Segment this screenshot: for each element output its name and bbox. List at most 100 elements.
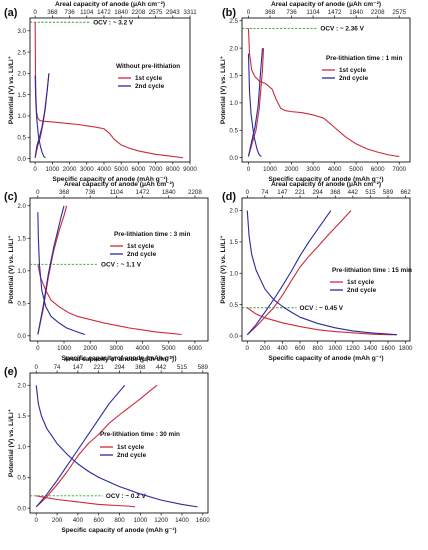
x-tick-label: 3000 <box>109 345 123 352</box>
cycle1-line <box>35 384 158 508</box>
x-tick-label: 1200 <box>154 517 168 524</box>
top-tick-label: 147 <box>277 189 288 196</box>
top-tick-label: 368 <box>330 189 341 196</box>
x-tick-label: 6000 <box>132 166 146 173</box>
x-tick-label: 1000 <box>263 166 277 173</box>
x-tick-label: 2000 <box>285 166 299 173</box>
top-axis-label: Areal capacity of anode (μAh cm⁻²) <box>271 1 381 8</box>
legend-label: 1st cycle <box>127 243 154 250</box>
top-tick-label: 368 <box>265 9 276 16</box>
x-tick-label: 600 <box>94 517 105 524</box>
y-tick-label: 0.0 <box>17 156 26 163</box>
x-tick-label: 6000 <box>371 166 385 173</box>
top-axis-label: Areal capacity of anode (μAh cm⁻²) <box>271 181 381 188</box>
legend-label: 2nd cycle <box>347 287 377 294</box>
plot-frame <box>241 197 411 342</box>
plot-frame <box>29 197 209 342</box>
legend-label: 2nd cycle <box>117 452 147 459</box>
x-tick-label: 200 <box>260 345 271 352</box>
x-tick-label: 1400 <box>364 345 378 352</box>
x-tick-label: 5000 <box>162 345 176 352</box>
top-tick-label: 368 <box>135 364 146 371</box>
y-axis-label: Potential (V) vs. Li/Li⁺ <box>8 235 15 304</box>
top-tick-label: 294 <box>312 189 323 196</box>
top-axis-label: Areal capacity of anode (μAh cm⁻²) <box>55 1 165 8</box>
ocv-label: OCV : ~ 0.2 V <box>106 493 147 500</box>
y-tick-label: 0.0 <box>17 505 26 512</box>
cycle2-line <box>246 210 397 336</box>
top-tick-label: 2575 <box>149 9 163 16</box>
x-tick-label: 1600 <box>196 517 210 524</box>
y-tick-label: 1.0 <box>17 268 26 275</box>
top-tick-label: 3311 <box>183 9 197 16</box>
y-tick-label: 1.0 <box>17 113 26 120</box>
top-tick-label: 1104 <box>110 189 124 196</box>
top-tick-label: 736 <box>85 189 96 196</box>
cycle2-line <box>247 53 262 157</box>
y-tick-label: 0.0 <box>229 155 238 162</box>
series-group <box>35 384 198 508</box>
panel-letter: (e) <box>4 366 18 378</box>
x-tick-label: 5000 <box>114 166 128 173</box>
top-tick-label: 1840 <box>162 189 176 196</box>
top-tick-label: 662 <box>400 189 411 196</box>
x-tick-label: 5000 <box>349 166 363 173</box>
top-tick-label: 147 <box>73 364 84 371</box>
y-tick-label: 1.5 <box>229 239 238 246</box>
top-tick-label: 74 <box>54 364 61 371</box>
top-tick-label: 589 <box>383 189 394 196</box>
legend-label: 1st cycle <box>117 444 144 451</box>
series-group <box>37 205 182 336</box>
y-tick-label: 2.0 <box>17 71 26 78</box>
x-tick-label: 600 <box>295 345 306 352</box>
top-tick-label: 736 <box>286 9 297 16</box>
x-tick-label: 7000 <box>392 166 406 173</box>
x-axis-label: Specific capacity of anode (mAh g⁻¹) <box>52 176 167 183</box>
top-tick-label: 294 <box>114 364 125 371</box>
top-tick-label: 736 <box>64 9 75 16</box>
y-tick-label: 2.5 <box>17 49 26 56</box>
y-tick-label: 2.5 <box>229 18 238 25</box>
cycle2-line <box>247 48 264 157</box>
x-tick-label: 6000 <box>188 345 202 352</box>
x-tick-label: 4000 <box>97 166 111 173</box>
top-tick-label: 589 <box>198 364 209 371</box>
x-tick-label: 0 <box>246 345 250 352</box>
cycle2-line <box>37 212 86 336</box>
panel-letter: (c) <box>4 191 18 203</box>
top-tick-label: 1840 <box>114 9 128 16</box>
x-tick-label: 1600 <box>381 345 395 352</box>
condition-annotation: Pre-lithiation time : 1 min <box>326 55 402 62</box>
cycle1-line <box>37 205 68 335</box>
x-tick-label: 400 <box>73 517 84 524</box>
x-tick-label: 4000 <box>328 166 342 173</box>
y-tick-label: 0.5 <box>229 127 238 134</box>
cycle2-line <box>34 73 50 158</box>
plot-frame <box>241 17 411 163</box>
y-tick-label: 0.5 <box>17 301 26 308</box>
series-group <box>247 28 400 158</box>
x-axis-label: Specific capacity of anode (mAh g⁻¹) <box>268 176 383 183</box>
legend-label: 1st cycle <box>347 279 374 286</box>
top-tick-label: 2208 <box>371 9 385 16</box>
top-tick-label: 0 <box>247 9 251 16</box>
top-tick-label: 368 <box>59 189 70 196</box>
x-tick-label: 3000 <box>80 166 94 173</box>
y-tick-label: 2.0 <box>229 45 238 52</box>
x-tick-label: 2000 <box>83 345 97 352</box>
condition-annotation: Pre-lithiation time : 15 min <box>332 267 412 274</box>
top-tick-label: 0 <box>33 9 37 16</box>
panel-c: (c) 0 1000 2000 3000 4000 5000 6000 0 368 736 1104 1… <box>4 181 209 362</box>
x-axis-label: Specific capacity of anode (mAh g⁻¹) <box>61 355 176 362</box>
legend-label: 2nd cycle <box>339 75 369 82</box>
ocv-label: OCV : ~ 1.1 V <box>101 262 142 269</box>
y-tick-label: 1.0 <box>229 100 238 107</box>
x-tick-label: 0 <box>247 166 251 173</box>
y-tick-label: 0.0 <box>17 333 26 340</box>
panel-e: (e) 0 200 400 600 800 1000 1200 1400 1600 0 74 147 22… <box>4 356 210 534</box>
x-tick-label: 9000 <box>183 166 197 173</box>
series-group <box>246 210 397 336</box>
cycle2-line <box>37 205 65 335</box>
ocv-label: OCV : ~ 0.45 V <box>300 305 344 312</box>
panel-b: (b) 0 1000 2000 3000 4000 5000 6000 7000 0 368 736 1… <box>220 1 411 183</box>
